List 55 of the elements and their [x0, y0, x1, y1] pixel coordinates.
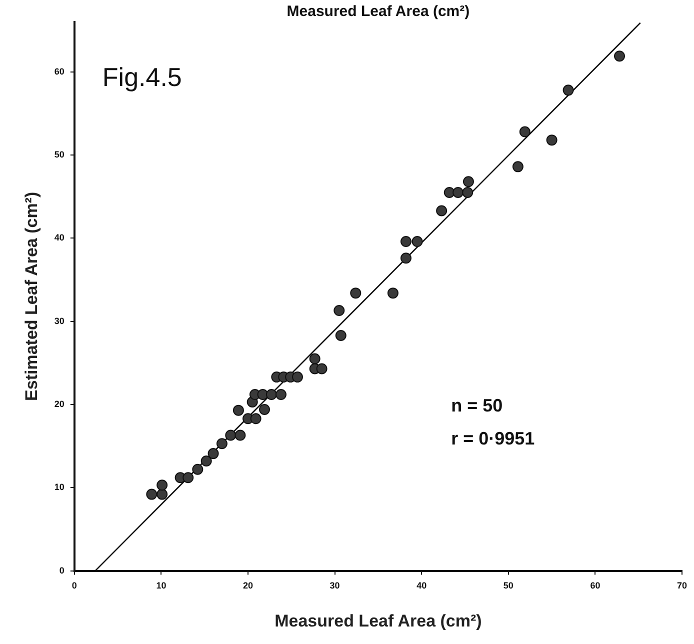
- text: Measured Leaf Area (cm²): [286, 3, 470, 20]
- point: [512, 161, 524, 172]
- y-tick-label: 60: [54, 66, 64, 76]
- point: [182, 472, 194, 484]
- point: [259, 404, 270, 415]
- point: [225, 430, 236, 441]
- point: [156, 480, 168, 491]
- x-tick-label: 40: [416, 580, 427, 591]
- point: [309, 353, 320, 364]
- point: [250, 413, 262, 424]
- point: [462, 186, 474, 198]
- point: [292, 372, 303, 383]
- point: [216, 438, 228, 450]
- point: [412, 236, 423, 248]
- y-tick-label: 30: [54, 316, 64, 326]
- point: [234, 430, 246, 441]
- point: [614, 50, 626, 62]
- point: [156, 488, 168, 500]
- point: [192, 464, 204, 475]
- x-tick-label: 50: [503, 580, 514, 591]
- y-tick-label: 40: [54, 232, 64, 243]
- x-tick-label: 70: [676, 580, 688, 591]
- point: [436, 205, 448, 216]
- y-tick-label: 0: [59, 565, 64, 576]
- point: [208, 448, 219, 460]
- point: [400, 252, 412, 264]
- annotation: n = 50: [451, 396, 503, 416]
- y-tick-label: 50: [54, 150, 64, 160]
- point: [266, 389, 277, 400]
- point: [562, 84, 574, 96]
- point: [546, 134, 558, 146]
- x-tick-label: 10: [156, 580, 166, 591]
- point: [462, 176, 474, 188]
- point: [275, 389, 286, 400]
- point: [232, 404, 244, 416]
- point: [146, 488, 158, 500]
- x-tick-label: 60: [590, 580, 600, 591]
- point: [334, 305, 345, 316]
- text: Fig.4.5: [102, 62, 182, 92]
- y-axis-title: Estimated Leaf Area (cm²): [22, 192, 41, 401]
- point: [350, 288, 362, 299]
- point: [400, 236, 412, 248]
- point: [452, 186, 464, 198]
- x-tick-label: 20: [243, 580, 254, 591]
- x-tick-label: 30: [330, 580, 340, 591]
- point: [387, 288, 398, 299]
- x-tick-label: 0: [72, 580, 77, 591]
- annotation: r = 0·9951: [451, 428, 535, 449]
- point: [200, 456, 212, 467]
- point: [335, 330, 346, 341]
- point: [519, 126, 530, 138]
- x-axis-title: Measured Leaf Area (cm²): [274, 611, 482, 630]
- y-tick-label: 20: [54, 398, 64, 409]
- point: [316, 363, 328, 374]
- y-tick-label: 10: [54, 482, 64, 492]
